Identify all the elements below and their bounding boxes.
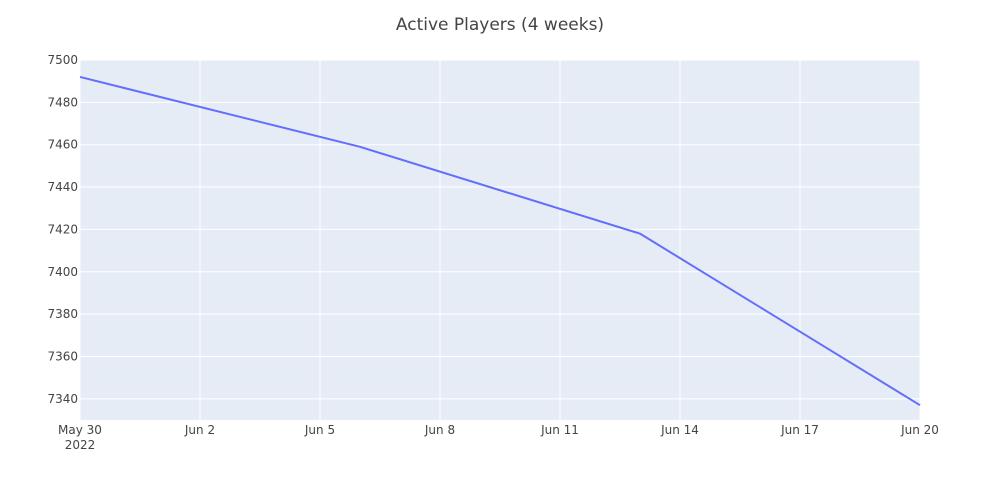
x-tick-label: Jun 14 [660, 423, 699, 437]
x-tick-sublabel: 2022 [65, 438, 96, 452]
series-layer [79, 75, 921, 407]
chart-title: Active Players (4 weeks) [396, 15, 604, 35]
grid-lines [79, 59, 921, 420]
y-tick-label: 7460 [47, 138, 78, 152]
x-tick-label: Jun 2 [184, 423, 215, 437]
y-tick-label: 7340 [47, 392, 78, 406]
y-tick-label: 7500 [47, 53, 78, 67]
x-tick-label: May 30 [58, 423, 102, 437]
x-tick-label: Jun 5 [304, 423, 335, 437]
plot-background [80, 60, 920, 420]
x-tick-label: Jun 8 [424, 423, 455, 437]
y-tick-label: 7420 [47, 222, 78, 236]
x-tick-label: Jun 11 [540, 423, 579, 437]
y-tick-label: 7380 [47, 307, 78, 321]
y-tick-label: 7480 [47, 95, 78, 109]
y-axis: 7340 7360 7380 7400 7420 7440 7460 7480 7500 [47, 53, 78, 406]
y-tick-label: 7360 [47, 349, 78, 363]
series-line [79, 75, 921, 407]
y-tick-label: 7400 [47, 265, 78, 279]
x-tick-label: Jun 20 [900, 423, 939, 437]
x-tick-label: Jun 17 [780, 423, 819, 437]
y-tick-label: 7440 [47, 180, 78, 194]
